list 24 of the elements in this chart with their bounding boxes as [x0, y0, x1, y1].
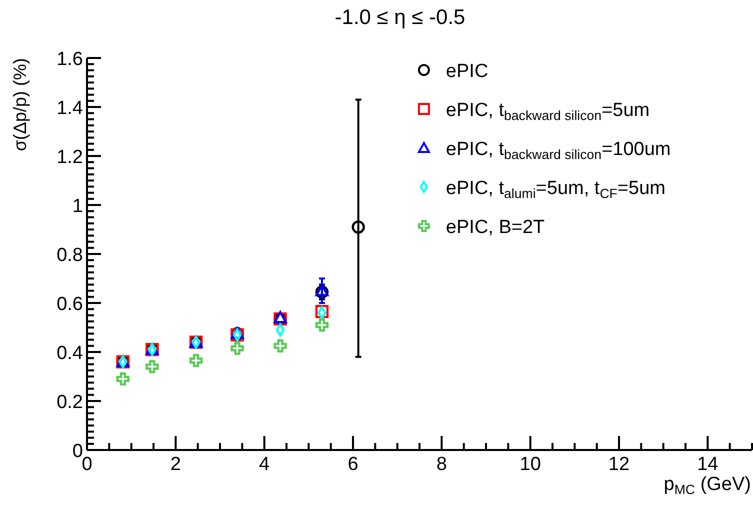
y-tick-label: 0.6	[56, 294, 83, 315]
x-axis-title: p$_{MC}$ (GeV)	[664, 474, 751, 497]
y-tick-label: 1.6	[56, 49, 83, 70]
chart-title: -1.0 ≤ η ≤ -0.5	[334, 6, 466, 29]
y-tick-label: 1.4	[56, 98, 84, 119]
legend-label: ePIC, t$_{alumi}$=5um, t$_{CF}$=5um	[446, 178, 666, 201]
y-axis-title: σ(Δp/p) (%)	[10, 58, 30, 152]
y-tick-label: 0.4	[56, 343, 84, 364]
y-tick-label: 0.8	[56, 245, 83, 266]
x-tick-label: 8	[436, 454, 447, 475]
x-tick-label: 4	[259, 454, 270, 475]
x-tick-label: 10	[520, 454, 541, 475]
x-tick-label: 2	[170, 454, 181, 475]
legend-label: ePIC, t$_{backward silicon}$=5um	[446, 100, 650, 123]
x-tick-label: 14	[697, 454, 719, 475]
x-tick-label: 6	[348, 454, 358, 475]
y-tick-label: 1	[72, 196, 83, 217]
legend-label: ePIC, B=2T	[446, 217, 546, 238]
legend-label: ePIC, t$_{backward silicon}$=100um	[446, 139, 671, 162]
legend-label: ePIC	[446, 61, 488, 82]
y-tick-label: 1.2	[56, 147, 83, 168]
y-tick-label: 0	[72, 441, 83, 462]
x-tick-label: 12	[608, 454, 630, 475]
y-tick-label: 0.2	[56, 392, 83, 413]
